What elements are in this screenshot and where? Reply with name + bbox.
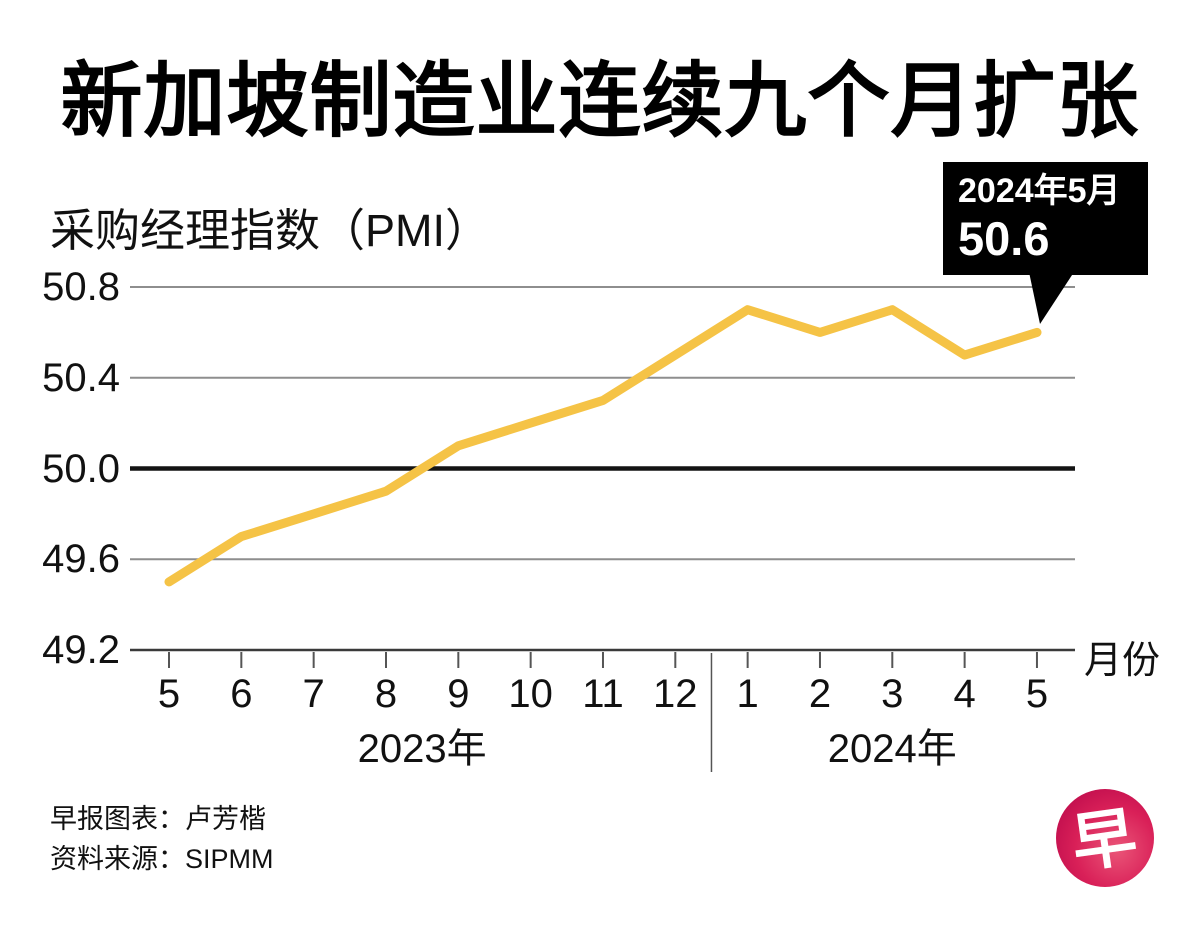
callout-pointer	[1029, 272, 1074, 324]
data-source-line: 资料来源：SIPMM	[50, 844, 274, 874]
x-axis-month-label: 5	[1025, 672, 1049, 716]
year-label: 2023年	[357, 727, 487, 771]
x-axis-month-label: 10	[508, 672, 553, 716]
data-callout-box: 2024年5月 50.6	[943, 162, 1148, 275]
x-axis-month-label: 2	[808, 672, 832, 716]
x-axis-month-label: 7	[302, 672, 325, 716]
y-axis-tick-label: 50.0	[42, 446, 120, 491]
y-axis-title: 采购经理指数（PMI）	[50, 205, 491, 256]
y-axis-tick-label: 50.8	[42, 265, 120, 309]
callout-value: 50.6	[958, 212, 1050, 265]
zaobao-logo-character: 早	[1067, 801, 1141, 881]
x-axis-unit-label: 月份	[1084, 640, 1161, 682]
chart-title: 新加坡制造业连续九个月扩张	[60, 56, 1140, 147]
zaobao-logo: 早	[1056, 789, 1154, 887]
x-axis-month-label: 5	[157, 672, 181, 716]
x-axis-month-label: 3	[881, 672, 904, 716]
x-axis-month-label: 12	[653, 672, 698, 716]
y-axis-tick-label: 50.4	[42, 355, 120, 400]
x-axis-month-label: 4	[953, 672, 976, 716]
x-axis-month-label: 11	[582, 672, 624, 716]
x-axis-month-label: 9	[447, 672, 470, 716]
x-axis-month-label: 1	[736, 672, 759, 716]
footer-credits: 早报图表：卢芳楷 资料来源：SIPMM	[50, 799, 274, 879]
year-label: 2024年	[827, 727, 957, 771]
x-axis-month-label: 6	[230, 672, 253, 716]
y-axis-tick-label: 49.2	[42, 628, 120, 672]
x-axis-month-label: 8	[374, 672, 398, 716]
y-axis-tick-label: 49.6	[42, 537, 120, 582]
chart-credit-line: 早报图表：卢芳楷	[50, 804, 266, 834]
callout-date-label: 2024年5月	[958, 172, 1121, 210]
